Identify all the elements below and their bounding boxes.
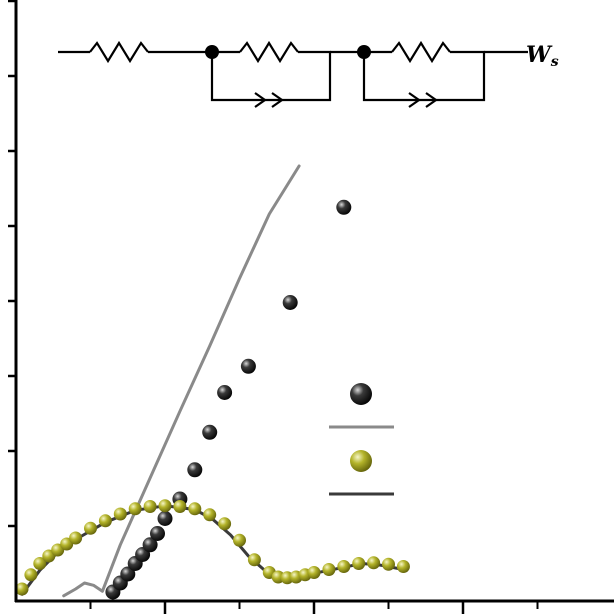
data-point-series-1 bbox=[282, 295, 298, 310]
cpe-2 bbox=[408, 92, 421, 108]
data-point-series-3 bbox=[382, 557, 395, 571]
warburg-subscript: s bbox=[551, 54, 559, 70]
data-point-series-3 bbox=[247, 553, 261, 567]
data-point-series-3 bbox=[188, 502, 202, 516]
warburg-element-label: Ws bbox=[526, 42, 559, 70]
data-point-series-3 bbox=[15, 582, 29, 596]
resistor-r3 bbox=[391, 40, 451, 64]
circuit-wire bbox=[362, 50, 486, 102]
data-point-series-3 bbox=[218, 517, 232, 531]
data-point-series-1 bbox=[142, 537, 158, 553]
data-point-series-3 bbox=[396, 560, 410, 573]
resistor-r1 bbox=[89, 40, 149, 64]
cpe-2 bbox=[425, 92, 438, 108]
data-point-series-3 bbox=[69, 531, 83, 545]
data-point-series-1 bbox=[157, 511, 173, 526]
data-point-series-3 bbox=[322, 563, 336, 576]
data-point-series-1 bbox=[240, 358, 256, 374]
data-point-series-3 bbox=[307, 566, 321, 579]
data-point-series-3 bbox=[337, 560, 351, 573]
data-point-series-3 bbox=[158, 499, 172, 513]
data-point-series-3 bbox=[113, 507, 127, 521]
resistor-r2 bbox=[239, 40, 299, 64]
data-point-series-3 bbox=[128, 502, 142, 516]
data-point-series-3 bbox=[33, 557, 47, 570]
data-point-series-1 bbox=[336, 199, 352, 215]
legend bbox=[329, 383, 394, 496]
data-point-series-3 bbox=[84, 521, 97, 535]
data-point-series-1 bbox=[187, 462, 203, 478]
data-point-series-3 bbox=[367, 556, 381, 570]
data-point-series-3 bbox=[24, 568, 38, 582]
cpe-1 bbox=[271, 92, 284, 108]
data-point-series-1 bbox=[217, 385, 233, 400]
data-point-series-3 bbox=[352, 557, 366, 570]
equivalent-circuit bbox=[58, 40, 528, 108]
data-point-series-3 bbox=[233, 533, 246, 547]
legend-marker-sample-1-points bbox=[350, 383, 372, 405]
data-point-series-3 bbox=[203, 508, 217, 522]
data-point-series-3 bbox=[98, 514, 112, 528]
data-point-series-1 bbox=[150, 526, 165, 541]
circuit-wire bbox=[210, 50, 332, 102]
legend-marker-sample-2-points bbox=[350, 450, 372, 472]
plot-area bbox=[15, 164, 410, 600]
cpe-1 bbox=[254, 92, 267, 108]
warburg-symbol: W bbox=[526, 42, 553, 68]
data-point-series-3 bbox=[173, 500, 187, 513]
data-point-series-3 bbox=[143, 500, 157, 513]
fit-line-series-2 bbox=[62, 164, 301, 598]
data-point-series-1 bbox=[202, 424, 218, 440]
axes bbox=[8, 0, 614, 614]
data-point-series-1 bbox=[120, 566, 136, 582]
